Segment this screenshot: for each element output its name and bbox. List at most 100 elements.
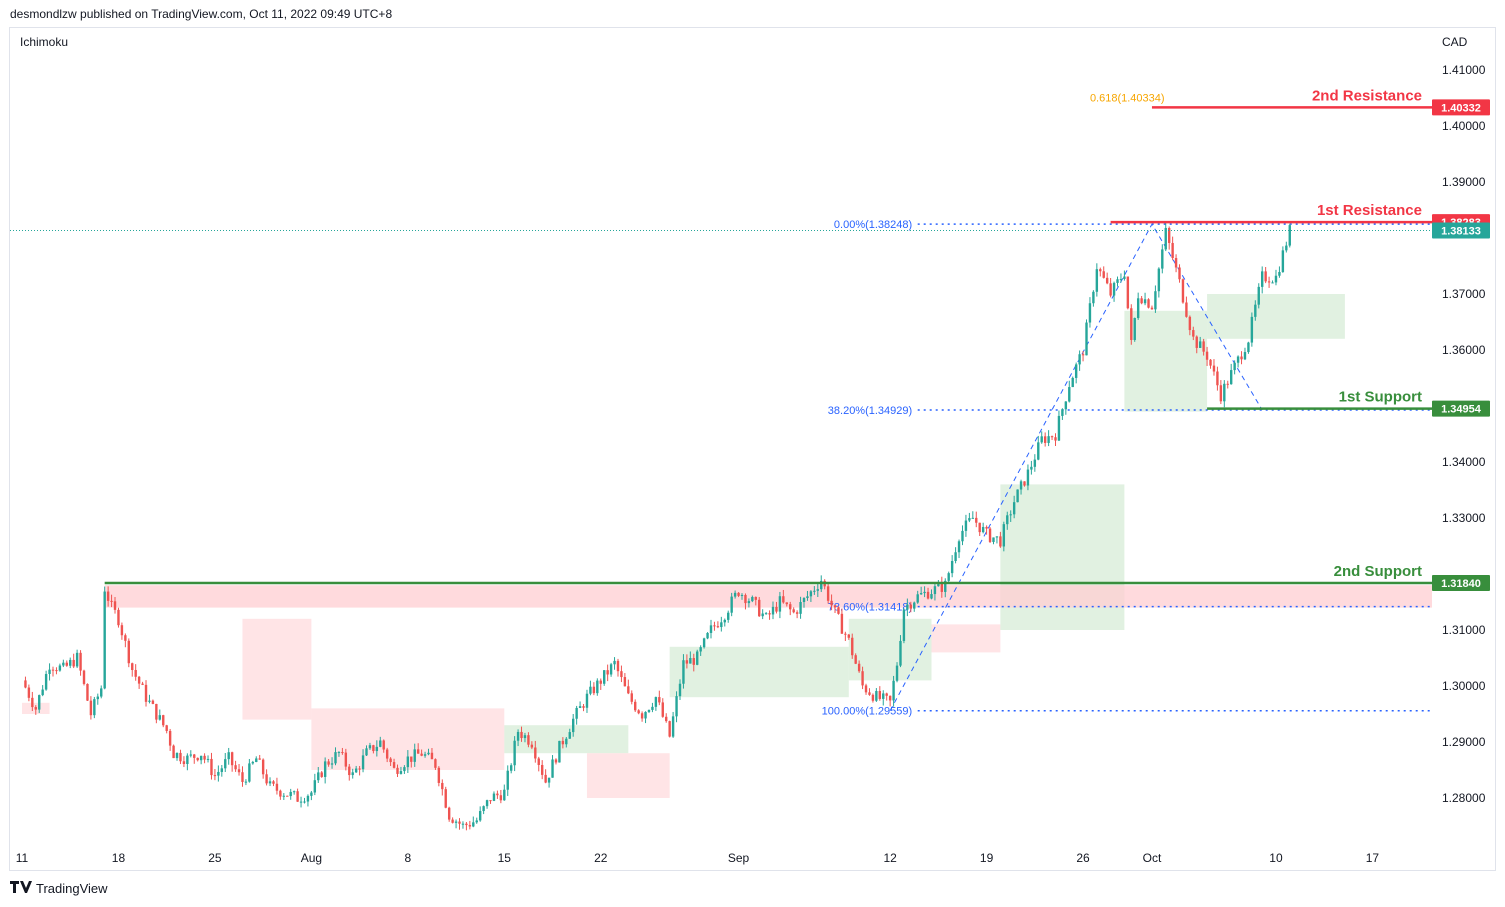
candle-body: [899, 640, 902, 666]
level-name: 2nd Support: [1334, 563, 1422, 580]
candle-body: [933, 586, 937, 595]
candle-body: [244, 781, 248, 783]
candle-body: [554, 759, 558, 763]
candle-body: [392, 762, 396, 768]
candle-body: [468, 825, 472, 827]
candle-body: [1202, 341, 1205, 352]
candle-body: [330, 763, 334, 765]
candle-body: [268, 781, 272, 784]
support-zone-band: [104, 585, 1432, 608]
fib-retracement: 0.00%(1.38248) 38.20%(1.34929) 78.60%(1.31…: [822, 92, 1432, 718]
candle-body: [461, 823, 465, 825]
candle-body: [485, 800, 489, 807]
candle-body: [1264, 271, 1267, 282]
candle-body: [944, 580, 947, 592]
last-price-badge: [1432, 222, 1490, 239]
candle-body: [1157, 268, 1161, 292]
candle-body: [1099, 269, 1102, 272]
candle-body: [816, 589, 819, 591]
cloud-segment: [1124, 310, 1208, 412]
candle-body: [613, 660, 616, 665]
candle-body: [637, 710, 640, 714]
candle-body: [69, 659, 72, 666]
candle-body: [1267, 281, 1271, 283]
candle-body: [888, 695, 892, 701]
candle-body: [1078, 354, 1081, 365]
candle-body: [968, 518, 971, 521]
x-tick-label: 8: [404, 851, 411, 865]
candle-body: [275, 783, 279, 791]
candle-body: [168, 730, 172, 746]
candle-body: [465, 823, 468, 826]
candle-body: [620, 671, 623, 678]
candle-body: [609, 664, 613, 675]
candle-body: [279, 790, 282, 797]
candle-body: [1198, 341, 1202, 348]
candle-body: [1009, 514, 1012, 516]
candle-body: [575, 707, 578, 719]
candle-body: [813, 590, 816, 592]
candle-body: [854, 655, 857, 664]
price-chart[interactable]: 0.00%(1.38248) 38.20%(1.34929) 78.60%(1.31…: [10, 28, 1495, 870]
chart-frame[interactable]: 0.00%(1.38248) 38.20%(1.34929) 78.60%(1.31…: [9, 27, 1496, 871]
candle-body: [1136, 298, 1140, 319]
candle-body: [730, 596, 733, 613]
candle-body: [482, 806, 485, 812]
fib-level-label: 78.60%(1.31418): [828, 602, 912, 614]
candle-body: [537, 758, 540, 765]
candle-body: [1092, 291, 1095, 304]
candle-body: [385, 749, 389, 759]
candle-body: [902, 609, 906, 641]
candle-body: [1219, 385, 1223, 402]
candle-body: [985, 526, 988, 529]
candle-body: [75, 652, 79, 667]
candle-body: [379, 740, 382, 747]
candle-body: [413, 749, 416, 762]
candle-body: [289, 791, 292, 797]
x-tick-label: 15: [498, 851, 512, 865]
x-tick-label: 12: [883, 851, 897, 865]
candle-body: [1250, 316, 1254, 343]
candle-body: [65, 662, 68, 666]
candle-body: [1212, 365, 1216, 372]
candle-body: [79, 652, 82, 671]
candle-body: [265, 774, 268, 784]
candle-body: [96, 696, 99, 700]
x-tick-label: 17: [1366, 851, 1380, 865]
candle-body: [861, 671, 864, 686]
candle-body: [1012, 502, 1016, 515]
candle-body: [489, 800, 492, 802]
candle-body: [782, 596, 785, 603]
candle-body: [306, 795, 310, 802]
candle-body: [916, 594, 919, 603]
candle-body: [1061, 409, 1064, 416]
candle-body: [589, 686, 592, 694]
candle-body: [665, 716, 668, 722]
candle-body: [733, 592, 737, 597]
candle-body: [671, 716, 675, 737]
candle-body: [795, 612, 799, 614]
candle-body: [258, 758, 261, 760]
fib-level-label: 100.00%(1.29559): [822, 706, 913, 718]
candle-body: [789, 604, 792, 610]
candle-body: [720, 622, 723, 628]
candle-body: [120, 625, 124, 636]
candle-body: [999, 536, 1002, 547]
candle-body: [38, 695, 41, 710]
candle-body: [833, 605, 837, 608]
candle-body: [696, 651, 699, 665]
candle-body: [878, 691, 882, 699]
candle-body: [937, 582, 940, 587]
candle-body: [616, 660, 620, 672]
y-tick-label: 1.30000: [1442, 679, 1486, 693]
level-name: 1st Resistance: [1317, 202, 1422, 219]
candle-body: [189, 754, 193, 756]
candle-body: [1174, 258, 1178, 268]
fib-level-label: 0.00%(1.38248): [834, 219, 912, 231]
candle-body: [396, 767, 399, 774]
last-price-badge-text: 1.38133: [1441, 226, 1481, 238]
candle-body: [1271, 282, 1274, 284]
candle-body: [100, 688, 103, 697]
candle-body: [172, 745, 175, 759]
candle-body: [458, 821, 461, 824]
